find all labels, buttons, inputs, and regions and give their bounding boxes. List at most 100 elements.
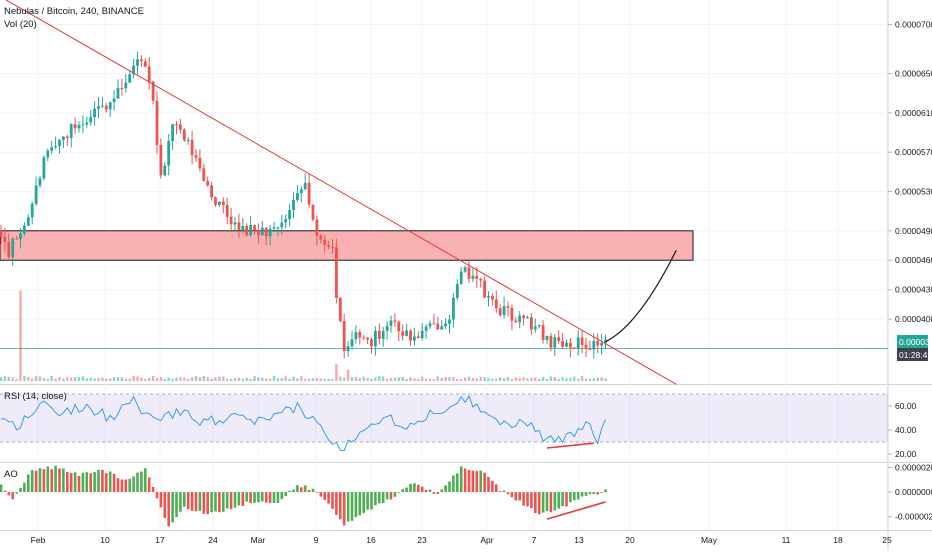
volume-bar [350,376,354,381]
candle-body [557,337,561,341]
volume-bar [210,378,213,381]
ao-bar [280,492,284,500]
x-tick-label: Apr [480,535,493,545]
volume-bar [155,377,159,381]
ao-bar [588,492,592,495]
ao-bar [62,468,65,493]
ao-pane[interactable] [0,465,607,527]
volume-bar [27,376,30,381]
rsi-legend[interactable]: RSI (14, close) [4,391,67,402]
candle-body [533,326,537,330]
y-tick-label: 0.0000400 [895,314,932,324]
ao-bar [303,485,307,493]
ao-bar [296,485,299,493]
ao-bar [105,473,108,493]
candle-body [62,136,65,141]
ao-bar [463,468,467,493]
candle-body [459,271,463,284]
candle-body [34,185,38,204]
x-tick-label: May [701,535,718,545]
volume-bar [370,378,373,381]
ao-bar [541,492,545,513]
ao-bar [81,472,85,493]
x-tick-label: 23 [417,535,427,545]
ao-bar [151,486,155,493]
volume-bar [592,378,595,381]
volume-bar [421,376,424,381]
ao-bar [592,492,596,495]
ao-bar [459,466,463,493]
candle-body [101,105,104,107]
candle-body [167,141,171,166]
candle-body [97,106,100,109]
rsi-band [0,394,888,442]
candle-body [151,81,155,101]
ao-bar [268,492,272,504]
candle-body [545,335,549,341]
candle-body [596,341,600,346]
candle-body [225,205,229,217]
ao-bar [34,470,38,493]
ao-bar [206,492,209,515]
ao-bar [545,492,549,512]
ao-bar [448,481,451,493]
candle-body [3,236,7,243]
ao-legend[interactable]: AO [4,469,18,480]
volume-bar [46,378,49,381]
candle-body [522,315,525,318]
volume-bar [101,377,104,381]
volume-bar [483,377,486,381]
volume-bar [499,377,502,381]
candle-body [416,336,420,339]
volume-bar [268,378,272,381]
volume-bar [261,377,264,381]
ao-bar [553,492,557,511]
volume-bar [151,376,155,381]
candle-body [526,317,529,319]
x-tick-label: 24 [208,535,218,545]
ao-bar [307,489,311,493]
ao-bar [346,492,350,522]
candle-body [159,144,163,176]
candle-body [140,59,143,62]
volume-bar [109,378,112,381]
candle-body [327,244,330,248]
volume-legend[interactable]: Vol (20) [4,19,37,30]
ao-bar [522,492,525,506]
ao-bar [46,466,50,493]
candle-body [299,189,303,194]
candle-body [498,308,502,316]
volume-bar [11,377,14,381]
price-scale[interactable]: 0.0000700 0.0000650 0.0000610 0.0000570 0.00… [888,20,932,522]
candle-body [448,319,451,324]
symbol-title[interactable]: Nebulas / Bitcoin, 240, BINANCE [4,6,144,17]
ao-bar [167,492,170,527]
drawings[interactable] [1,0,677,385]
y-tick-label: 0.0000530 [895,187,932,197]
volume-bar [171,378,174,381]
ao-bar [514,492,518,501]
candle-body [502,306,506,316]
candle-body [452,297,455,320]
volume-bar [187,378,190,381]
volume-bar [19,290,22,381]
volume-bar [229,378,233,381]
ao-bar [495,484,498,493]
ao-bar [89,473,92,493]
ao-bar [557,492,560,509]
candle-body [588,348,592,350]
candle-body [268,228,272,237]
resistance-zone-layer[interactable] [0,230,694,261]
ao-bar [502,490,506,493]
volume-bar [331,378,334,381]
volume-bar [346,369,350,381]
ao-bar [42,469,46,493]
ao-bar [311,488,315,493]
rsi-pane[interactable] [0,393,888,452]
candles[interactable] [0,51,607,359]
time-scale[interactable]: Feb 10 17 24 Mar 9 16 23 Apr 7 13 20 May 11 18 25 [31,535,892,545]
candle-body [15,238,18,240]
candle-body [30,203,34,218]
